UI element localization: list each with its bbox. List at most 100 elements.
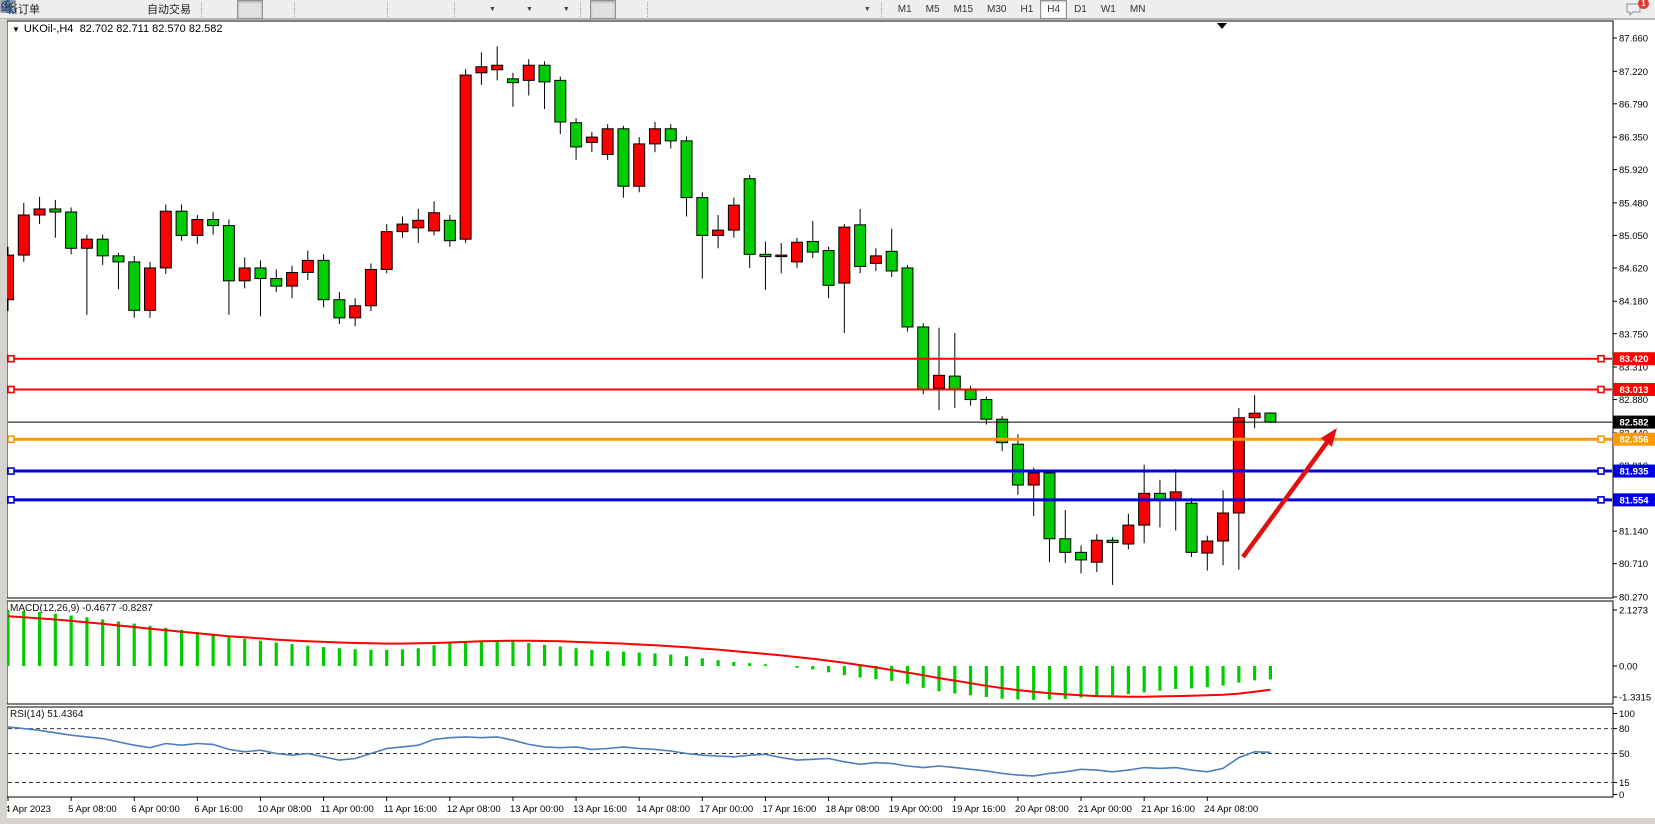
add-indicator-icon (0, 1, 485, 16)
crosshair-button[interactable] (1, 0, 642, 19)
auto-scroll-button[interactable] (1, 0, 423, 19)
timeframe-button-m5[interactable]: M5 (925, 3, 940, 15)
candle-bullish (869, 255, 882, 264)
candle-bearish (175, 210, 188, 236)
line-handle[interactable] (1597, 385, 1605, 394)
price-level-badge (1613, 352, 1655, 366)
line-handle[interactable] (7, 354, 15, 363)
line-chart-button[interactable] (0, 0, 289, 19)
candle-bearish (554, 79, 567, 123)
tile-windows-button[interactable] (0, 0, 382, 19)
time-axis-label: 21 Apr 00:00 (1078, 804, 1132, 815)
timeframe-button-h1[interactable]: H1 (1020, 3, 1034, 15)
price-level-badge (1613, 382, 1655, 396)
macd-panel[interactable] (6, 600, 1614, 705)
candle-bullish (1027, 472, 1040, 486)
time-axis-label: 11 Apr 16:00 (384, 804, 437, 815)
timeframe-button-m30[interactable]: M30 (987, 3, 1007, 15)
candle-bearish (49, 208, 62, 213)
trendline-icon (1, 1, 730, 16)
line-handle[interactable] (1597, 496, 1605, 504)
toolbar: 新订单 自动交易 ▼ ▼ ▼ E F A T ▼ M (0, 0, 1655, 19)
timeframe-button-h4[interactable]: H4 (1040, 0, 1068, 19)
cursor-icon (5, 1, 611, 16)
chart-shift-icon (1, 1, 444, 16)
indicators-button[interactable]: ▼ (0, 0, 501, 19)
timeframe-button-w1[interactable]: W1 (1100, 3, 1116, 15)
line-handle[interactable] (1597, 467, 1605, 475)
profiles-button[interactable] (1, 0, 97, 19)
community-button[interactable] (1, 0, 123, 19)
trend-arrow-shaft[interactable] (1241, 439, 1330, 559)
candlestick-chart-button[interactable] (1, 0, 263, 19)
new-chart-button[interactable] (2, 0, 71, 19)
candle-bullish (838, 226, 851, 284)
candle-bearish (96, 238, 109, 257)
auto-trading-button[interactable]: 自动交易 (0, 0, 196, 19)
candle-bullish (522, 64, 535, 81)
price-level-badge-value: 81.554 (1619, 495, 1649, 506)
candle-bearish (128, 261, 141, 311)
fibonacci-button[interactable]: F (1, 0, 787, 19)
notification-badge: 1 (1638, 0, 1649, 9)
candle-bullish (633, 143, 646, 187)
candle-bullish (1232, 417, 1245, 514)
chart-shift-marker[interactable] (1217, 23, 1227, 29)
candle-bullish (712, 229, 725, 236)
candle-bearish (680, 140, 693, 199)
candle-bearish (664, 128, 677, 142)
vertical-line-icon (7, 1, 678, 16)
cursor-button[interactable] (5, 0, 616, 19)
timeframe-button-m15[interactable]: M15 (953, 3, 974, 15)
candle-bullish (396, 223, 409, 233)
price-tick-label: 82.880 (1619, 395, 1648, 406)
line-handle[interactable] (7, 496, 15, 504)
zoom-out-button[interactable] (1, 0, 356, 19)
time-axis-label: 18 Apr 08:00 (826, 804, 880, 815)
symbol-ohlc-values: 82.702 82.711 82.570 82.582 (79, 23, 223, 35)
notifications-icon[interactable]: 1 (1625, 0, 1649, 17)
timeframe-button-mn[interactable]: MN (1129, 3, 1146, 15)
line-handle[interactable] (7, 385, 15, 394)
timeframe-button-d1[interactable]: D1 (1074, 3, 1087, 15)
candle-bearish (948, 375, 961, 390)
candle-bullish (380, 231, 393, 270)
time-axis-label: 14 Apr 08:00 (636, 804, 690, 815)
arrows-button[interactable]: ▼ (2, 0, 876, 19)
text-label-button[interactable]: T (1, 0, 839, 19)
templates-button[interactable]: ▼ (1, 0, 575, 19)
vertical-line-button[interactable] (7, 0, 683, 19)
candle-bullish (33, 208, 46, 216)
timeframe-button-m1[interactable]: M1 (897, 3, 912, 15)
horizontal-line-icon (2, 3, 704, 16)
candle-bearish (854, 224, 867, 267)
line-handle[interactable] (1597, 354, 1605, 363)
chart-symbol-title[interactable]: ▼ UKOil-,H4 82.702 82.711 82.570 82.582 (12, 23, 223, 35)
line-handle[interactable] (7, 467, 15, 475)
candle-bullish (301, 259, 314, 273)
horizontal-line-button[interactable] (2, 0, 709, 19)
channel-button[interactable]: E (0, 0, 761, 19)
trend-arrow-head[interactable] (1320, 428, 1337, 447)
time-axis-label: 5 Apr 08:00 (68, 804, 117, 815)
macd-scale-label: 2.1273 (1619, 606, 1648, 617)
bar-chart-button[interactable] (1, 0, 237, 19)
separator (294, 1, 301, 17)
candle-bullish (159, 210, 172, 269)
trendline-button[interactable] (1, 0, 735, 19)
candle-bullish (80, 238, 93, 249)
candle-bearish (1264, 412, 1277, 423)
rsi-panel[interactable] (6, 706, 1614, 798)
collapse-triangle-icon[interactable]: ▼ (12, 25, 20, 34)
zoom-in-button[interactable] (1, 0, 330, 19)
main-chart-panel[interactable] (6, 20, 1614, 599)
text-button[interactable]: A (4, 0, 813, 19)
new-chart-icon (2, 2, 66, 16)
price-tick-label: 86.350 (1619, 133, 1648, 144)
line-handle[interactable] (1597, 435, 1605, 443)
candle-bearish (743, 178, 756, 255)
periods-button[interactable]: ▼ (1, 0, 538, 19)
chart-shift-button[interactable] (1, 0, 449, 19)
line-handle[interactable] (7, 435, 15, 443)
